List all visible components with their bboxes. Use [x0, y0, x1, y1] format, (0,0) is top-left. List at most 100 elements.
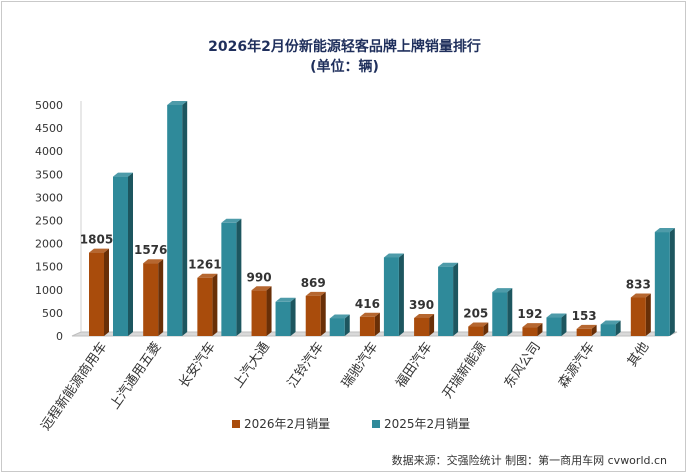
y-tick-label: 1000 [35, 284, 63, 297]
bar-top [492, 288, 513, 293]
legend-label: 2025年2月销量 [384, 417, 470, 431]
data-label: 1576 [134, 243, 167, 257]
chart-title: 2026年2月份新能源轻客品牌上牌销量排行 [208, 39, 481, 55]
source-note: 数据来源：交强险统计 制图：第一商用车网 cvworld.cn [391, 454, 667, 467]
category-label: 瑞驰汽车 [338, 339, 381, 391]
y-tick-label: 1500 [35, 261, 63, 274]
y-tick-label: 3500 [35, 168, 63, 181]
bar-top [522, 323, 543, 328]
bar [654, 232, 670, 336]
bar-top [630, 293, 651, 298]
chart-subtitle: (单位：辆) [310, 59, 379, 75]
data-label: 390 [409, 298, 434, 312]
y-tick-label: 0 [56, 330, 63, 343]
data-label: 833 [626, 278, 651, 292]
bar-top [414, 313, 435, 318]
bar-side [158, 259, 164, 336]
bar-top [167, 101, 188, 105]
bar [546, 317, 562, 336]
legend-swatch [372, 420, 380, 428]
category-label: 长安汽车 [176, 339, 219, 391]
category-label: 森源汽车 [555, 339, 598, 391]
bar-top [654, 228, 675, 233]
bar-side [453, 262, 459, 336]
bar-side [507, 288, 513, 336]
bar [113, 176, 128, 336]
bar-side [236, 218, 242, 336]
bar-side [591, 324, 597, 336]
bar-top [89, 248, 109, 253]
bar-side [561, 313, 567, 336]
bar [275, 301, 291, 336]
bar-side [669, 228, 675, 336]
y-tick-label: 3000 [35, 191, 63, 204]
bar-top [546, 313, 567, 318]
bar-top [438, 262, 459, 267]
bar-top [221, 218, 242, 223]
bar [167, 105, 183, 336]
category-label: 东风公司 [502, 340, 544, 391]
bar-side [104, 248, 109, 336]
data-label: 869 [301, 276, 326, 290]
bar-side [429, 313, 435, 336]
data-label: 990 [247, 270, 272, 284]
bar [251, 290, 267, 336]
category-label: 福田汽车 [393, 339, 436, 391]
bar [305, 295, 321, 336]
bar-side [266, 286, 272, 336]
data-label: 1805 [80, 233, 113, 247]
bar-top [143, 259, 164, 264]
bar-top [305, 291, 326, 296]
bar [197, 277, 213, 336]
bar-side [212, 273, 218, 336]
bar-side [645, 293, 651, 336]
data-label: 1261 [188, 258, 221, 272]
bar [468, 326, 484, 336]
bar [221, 222, 237, 336]
y-tick-label: 4500 [35, 122, 63, 135]
bar-side [398, 253, 404, 336]
bar [359, 316, 375, 336]
bar-side [344, 314, 350, 336]
y-tick-label: 4000 [35, 145, 63, 158]
y-tick-label: 5000 [35, 99, 63, 112]
bar-top [468, 322, 489, 327]
bar-side [374, 312, 380, 336]
bar [600, 324, 616, 336]
bar-side [128, 172, 133, 336]
bar-top [359, 312, 380, 317]
category-label: 江铃汽车 [284, 339, 327, 391]
legend-label: 2026年2月销量 [244, 417, 330, 431]
bar-top [600, 320, 621, 325]
bar-top [251, 286, 272, 291]
data-label: 416 [355, 297, 380, 311]
category-label: 远程新能源商用车 [38, 339, 111, 433]
bar [438, 266, 454, 336]
bar [492, 292, 508, 336]
category-label: 上汽通用五菱 [108, 340, 165, 413]
y-tick-label: 2500 [35, 215, 63, 228]
bar [383, 257, 399, 336]
data-label: 192 [517, 307, 542, 321]
bar-top [329, 314, 350, 319]
bar [143, 263, 159, 336]
bar [522, 327, 538, 336]
bar-side [290, 297, 296, 336]
bar-side [483, 322, 489, 336]
bar [89, 252, 104, 336]
bar-top [383, 253, 404, 258]
category-label: 其他 [625, 340, 652, 370]
bar [329, 318, 345, 336]
bar [630, 297, 646, 336]
bar-top [197, 273, 218, 278]
bar-side [615, 320, 621, 336]
category-label: 开瑞新能源 [439, 339, 489, 401]
data-label: 205 [463, 307, 488, 321]
bar-top [275, 297, 296, 302]
legend-swatch [232, 420, 240, 428]
bar-side [182, 101, 188, 336]
bar-top [576, 324, 597, 329]
data-label: 153 [572, 309, 597, 323]
y-tick-label: 500 [42, 307, 63, 320]
